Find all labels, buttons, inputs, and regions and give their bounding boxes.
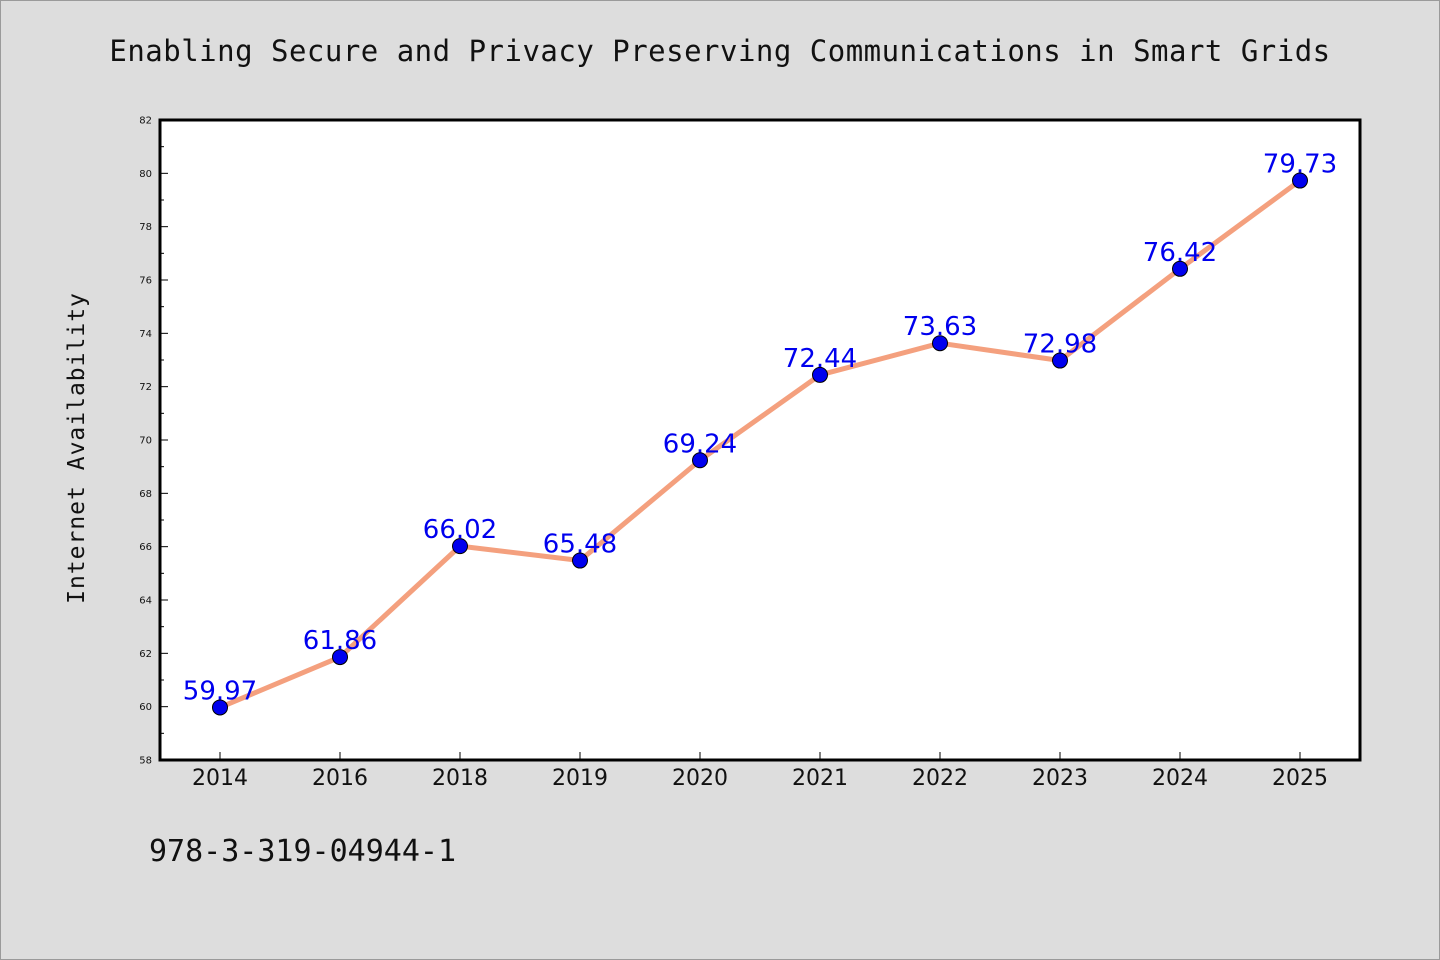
data-point <box>572 552 588 569</box>
x-tick-label: 2025 <box>1272 766 1328 791</box>
data-point <box>212 699 228 716</box>
y-tick-label: 64 <box>139 596 152 607</box>
data-label: 79.73 <box>1263 150 1337 180</box>
data-point <box>1292 172 1308 189</box>
y-tick-label: 58 <box>139 756 152 767</box>
y-tick-label: 72 <box>139 382 152 393</box>
data-label: 61.86 <box>303 626 377 656</box>
data-label: 76.42 <box>1143 238 1217 268</box>
data-point <box>692 452 708 469</box>
data-label: 73.63 <box>903 312 977 342</box>
y-tick-label: 66 <box>139 542 152 553</box>
data-label: 59.97 <box>183 676 257 706</box>
y-tick-label: 60 <box>139 702 152 713</box>
data-point <box>1172 260 1188 277</box>
y-tick-label: 68 <box>139 489 152 500</box>
y-tick-label: 70 <box>139 436 152 447</box>
y-axis: 58 60 62 64 66 68 70 72 74 76 78 80 82 <box>139 116 168 767</box>
y-tick-label: 82 <box>139 116 152 127</box>
x-axis: 2014 2016 2018 2019 2020 2021 2022 2023 2024 2025 <box>192 752 1328 791</box>
data-point <box>932 335 948 352</box>
data-point <box>332 649 348 666</box>
data-label: 65.48 <box>543 530 617 560</box>
y-tick-label: 74 <box>139 329 152 340</box>
data-label: 72.44 <box>783 344 857 374</box>
x-tick-label: 2020 <box>672 766 728 791</box>
data-label: 66.02 <box>423 515 497 545</box>
data-label: 72.98 <box>1023 330 1097 360</box>
x-tick-label: 2023 <box>1032 766 1088 791</box>
x-tick-label: 2021 <box>792 766 848 791</box>
data-point <box>452 538 468 555</box>
x-tick-label: 2018 <box>432 766 488 791</box>
y-tick-label: 78 <box>139 222 152 233</box>
data-point <box>812 366 828 383</box>
x-tick-label: 2022 <box>912 766 968 791</box>
footer-isbn: 978-3-319-04944-1 <box>149 834 457 869</box>
y-tick-label: 62 <box>139 649 152 660</box>
x-tick-label: 2019 <box>552 766 608 791</box>
x-tick-label: 2014 <box>192 766 248 791</box>
series-layer: 59.97 61.86 66.02 65.48 69.24 72.44 73.63 72.98… <box>183 150 1337 716</box>
x-tick-label: 2016 <box>312 766 368 791</box>
y-tick-label: 76 <box>139 276 152 287</box>
series-line <box>217 178 1303 710</box>
x-tick-label: 2024 <box>1152 766 1208 791</box>
data-label: 69.24 <box>663 429 737 459</box>
data-point <box>1052 352 1068 369</box>
plot-area <box>158 118 1362 762</box>
y-tick-label: 80 <box>139 169 152 180</box>
chart-title: Enabling Secure and Privacy Preserving C… <box>109 34 1331 68</box>
